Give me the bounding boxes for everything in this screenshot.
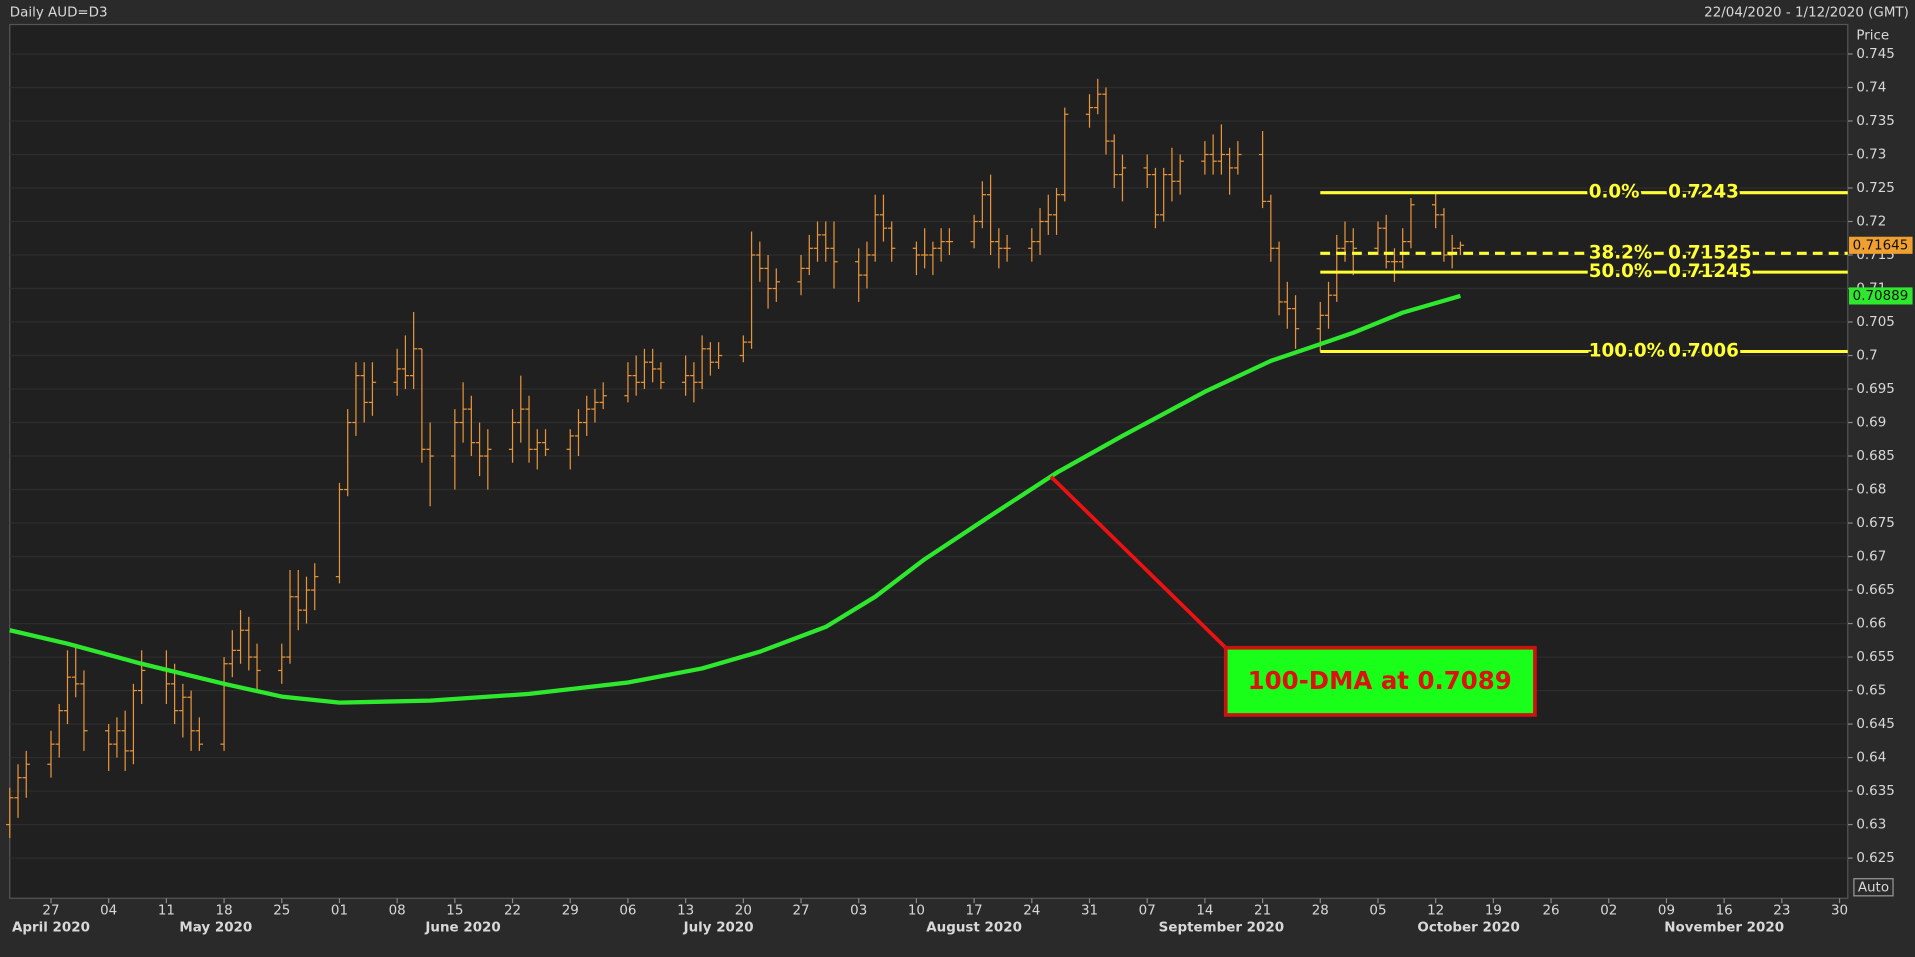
x-tick-label: 31 (1081, 904, 1098, 919)
chart-title: Daily AUD=D3 (10, 5, 108, 20)
x-tick-label: 13 (677, 904, 694, 919)
x-tick-label: 11 (158, 904, 175, 919)
x-tick-label: 09 (1658, 904, 1675, 919)
fib-value-label: 0.7243 (1668, 182, 1739, 203)
y-tick-label: 0.72 (1856, 215, 1886, 230)
x-tick-label: 26 (1543, 904, 1560, 919)
x-tick-label: 12 (1427, 904, 1444, 919)
overlays: 100-DMA at 0.7089 0.71645 0.70889 (1049, 236, 1913, 717)
x-tick-label: 03 (850, 904, 867, 919)
x-tick-label: 15 (446, 904, 463, 919)
x-tick-label: 04 (100, 904, 117, 919)
last-price-label: 0.71645 (1853, 238, 1909, 253)
x-tick-label: 24 (1023, 904, 1040, 919)
y-tick-label: 0.68 (1856, 483, 1886, 498)
y-tick-label: 0.67 (1856, 550, 1886, 565)
ma-value-label: 0.70889 (1853, 289, 1909, 304)
y-axis-label: Price (1856, 28, 1889, 43)
fib-percent-label: 38.2% (1589, 242, 1653, 263)
plot-area (9, 23, 1849, 899)
annotation-box (1223, 645, 1537, 717)
fib-percent-label: 0.0% (1589, 182, 1640, 203)
month-label: September 2020 (1159, 921, 1284, 936)
x-tick-label: 21 (1254, 904, 1271, 919)
month-label: April 2020 (12, 921, 90, 936)
fib-percent-label: 100.0% (1589, 340, 1665, 361)
x-tick-label: 10 (908, 904, 925, 919)
y-tick-label: 0.65 (1856, 684, 1886, 699)
x-tick-label: 08 (389, 904, 406, 919)
fib-value-label: 0.71525 (1668, 242, 1751, 263)
x-tick-label: 27 (42, 904, 59, 919)
y-tick-label: 0.63 (1856, 818, 1886, 833)
chart-subtitle: 22/04/2020 - 1/12/2020 (GMT) (1704, 5, 1909, 20)
x-tick-label: 27 (792, 904, 809, 919)
y-tick-label: 0.66 (1856, 617, 1886, 632)
x-tick-label: 23 (1773, 904, 1790, 919)
x-tick-label: 02 (1600, 904, 1617, 919)
y-tick-label: 0.74 (1856, 80, 1886, 95)
y-tick-label: 0.725 (1856, 181, 1894, 196)
autoscale-label[interactable]: Auto (1858, 880, 1889, 895)
y-tick-label: 0.625 (1856, 851, 1894, 866)
annotation-arrow (1049, 475, 1228, 650)
month-label: August 2020 (926, 921, 1022, 936)
x-tick-label: 07 (1139, 904, 1156, 919)
y-tick-label: 0.69 (1856, 416, 1886, 431)
y-tick-label: 0.64 (1856, 751, 1886, 766)
x-tick-label: 05 (1369, 904, 1386, 919)
x-tick-label: 17 (966, 904, 983, 919)
x-tick-label: 25 (273, 904, 290, 919)
x-tick-label: 14 (1196, 904, 1213, 919)
month-label: July 2020 (683, 921, 754, 936)
y-tick-label: 0.645 (1856, 717, 1894, 732)
y-tick-label: 0.675 (1856, 516, 1894, 531)
x-tick-label: 22 (504, 904, 521, 919)
fib-value-label: 0.7006 (1668, 340, 1739, 361)
x-tick-label: 19 (1485, 904, 1502, 919)
annotation-text: 100-DMA at 0.7089 (1248, 666, 1512, 695)
y-tick-label: 0.685 (1856, 449, 1894, 464)
x-tick-label: 30 (1831, 904, 1848, 919)
marks: 0.0% 0.7243 38.2% 0.71525 50.0% 0.71245 100.0%… (6, 78, 1848, 838)
x-tick-label: 16 (1716, 904, 1733, 919)
x-tick-label: 06 (619, 904, 636, 919)
month-label: June 2020 (424, 921, 500, 936)
month-label: November 2020 (1664, 921, 1784, 936)
x-tick-label: 28 (1312, 904, 1329, 919)
y-tick-label: 0.745 (1856, 47, 1894, 62)
x-tick-label: 18 (216, 904, 233, 919)
fib-percent-label: 50.0% (1589, 261, 1653, 282)
y-tick-label: 0.735 (1856, 114, 1894, 129)
x-tick-label: 29 (562, 904, 579, 919)
y-tick-label: 0.73 (1856, 147, 1886, 162)
y-tick-label: 0.705 (1856, 315, 1894, 330)
y-tick-label: 0.655 (1856, 650, 1894, 665)
autoscale-button[interactable] (1853, 878, 1894, 897)
y-tick-label: 0.7 (1856, 349, 1877, 364)
y-tick-label: 0.695 (1856, 382, 1894, 397)
y-tick-label: 0.665 (1856, 583, 1894, 598)
fib-value-label: 0.71245 (1668, 261, 1751, 282)
moving-average-line (9, 293, 1461, 705)
y-tick-label: 0.635 (1856, 784, 1894, 799)
ma-value-tag (1849, 287, 1913, 305)
x-tick-label: 20 (735, 904, 752, 919)
month-label: May 2020 (179, 921, 252, 936)
last-price-tag (1849, 236, 1913, 254)
x-tick-label: 01 (331, 904, 348, 919)
month-label: October 2020 (1417, 921, 1519, 936)
